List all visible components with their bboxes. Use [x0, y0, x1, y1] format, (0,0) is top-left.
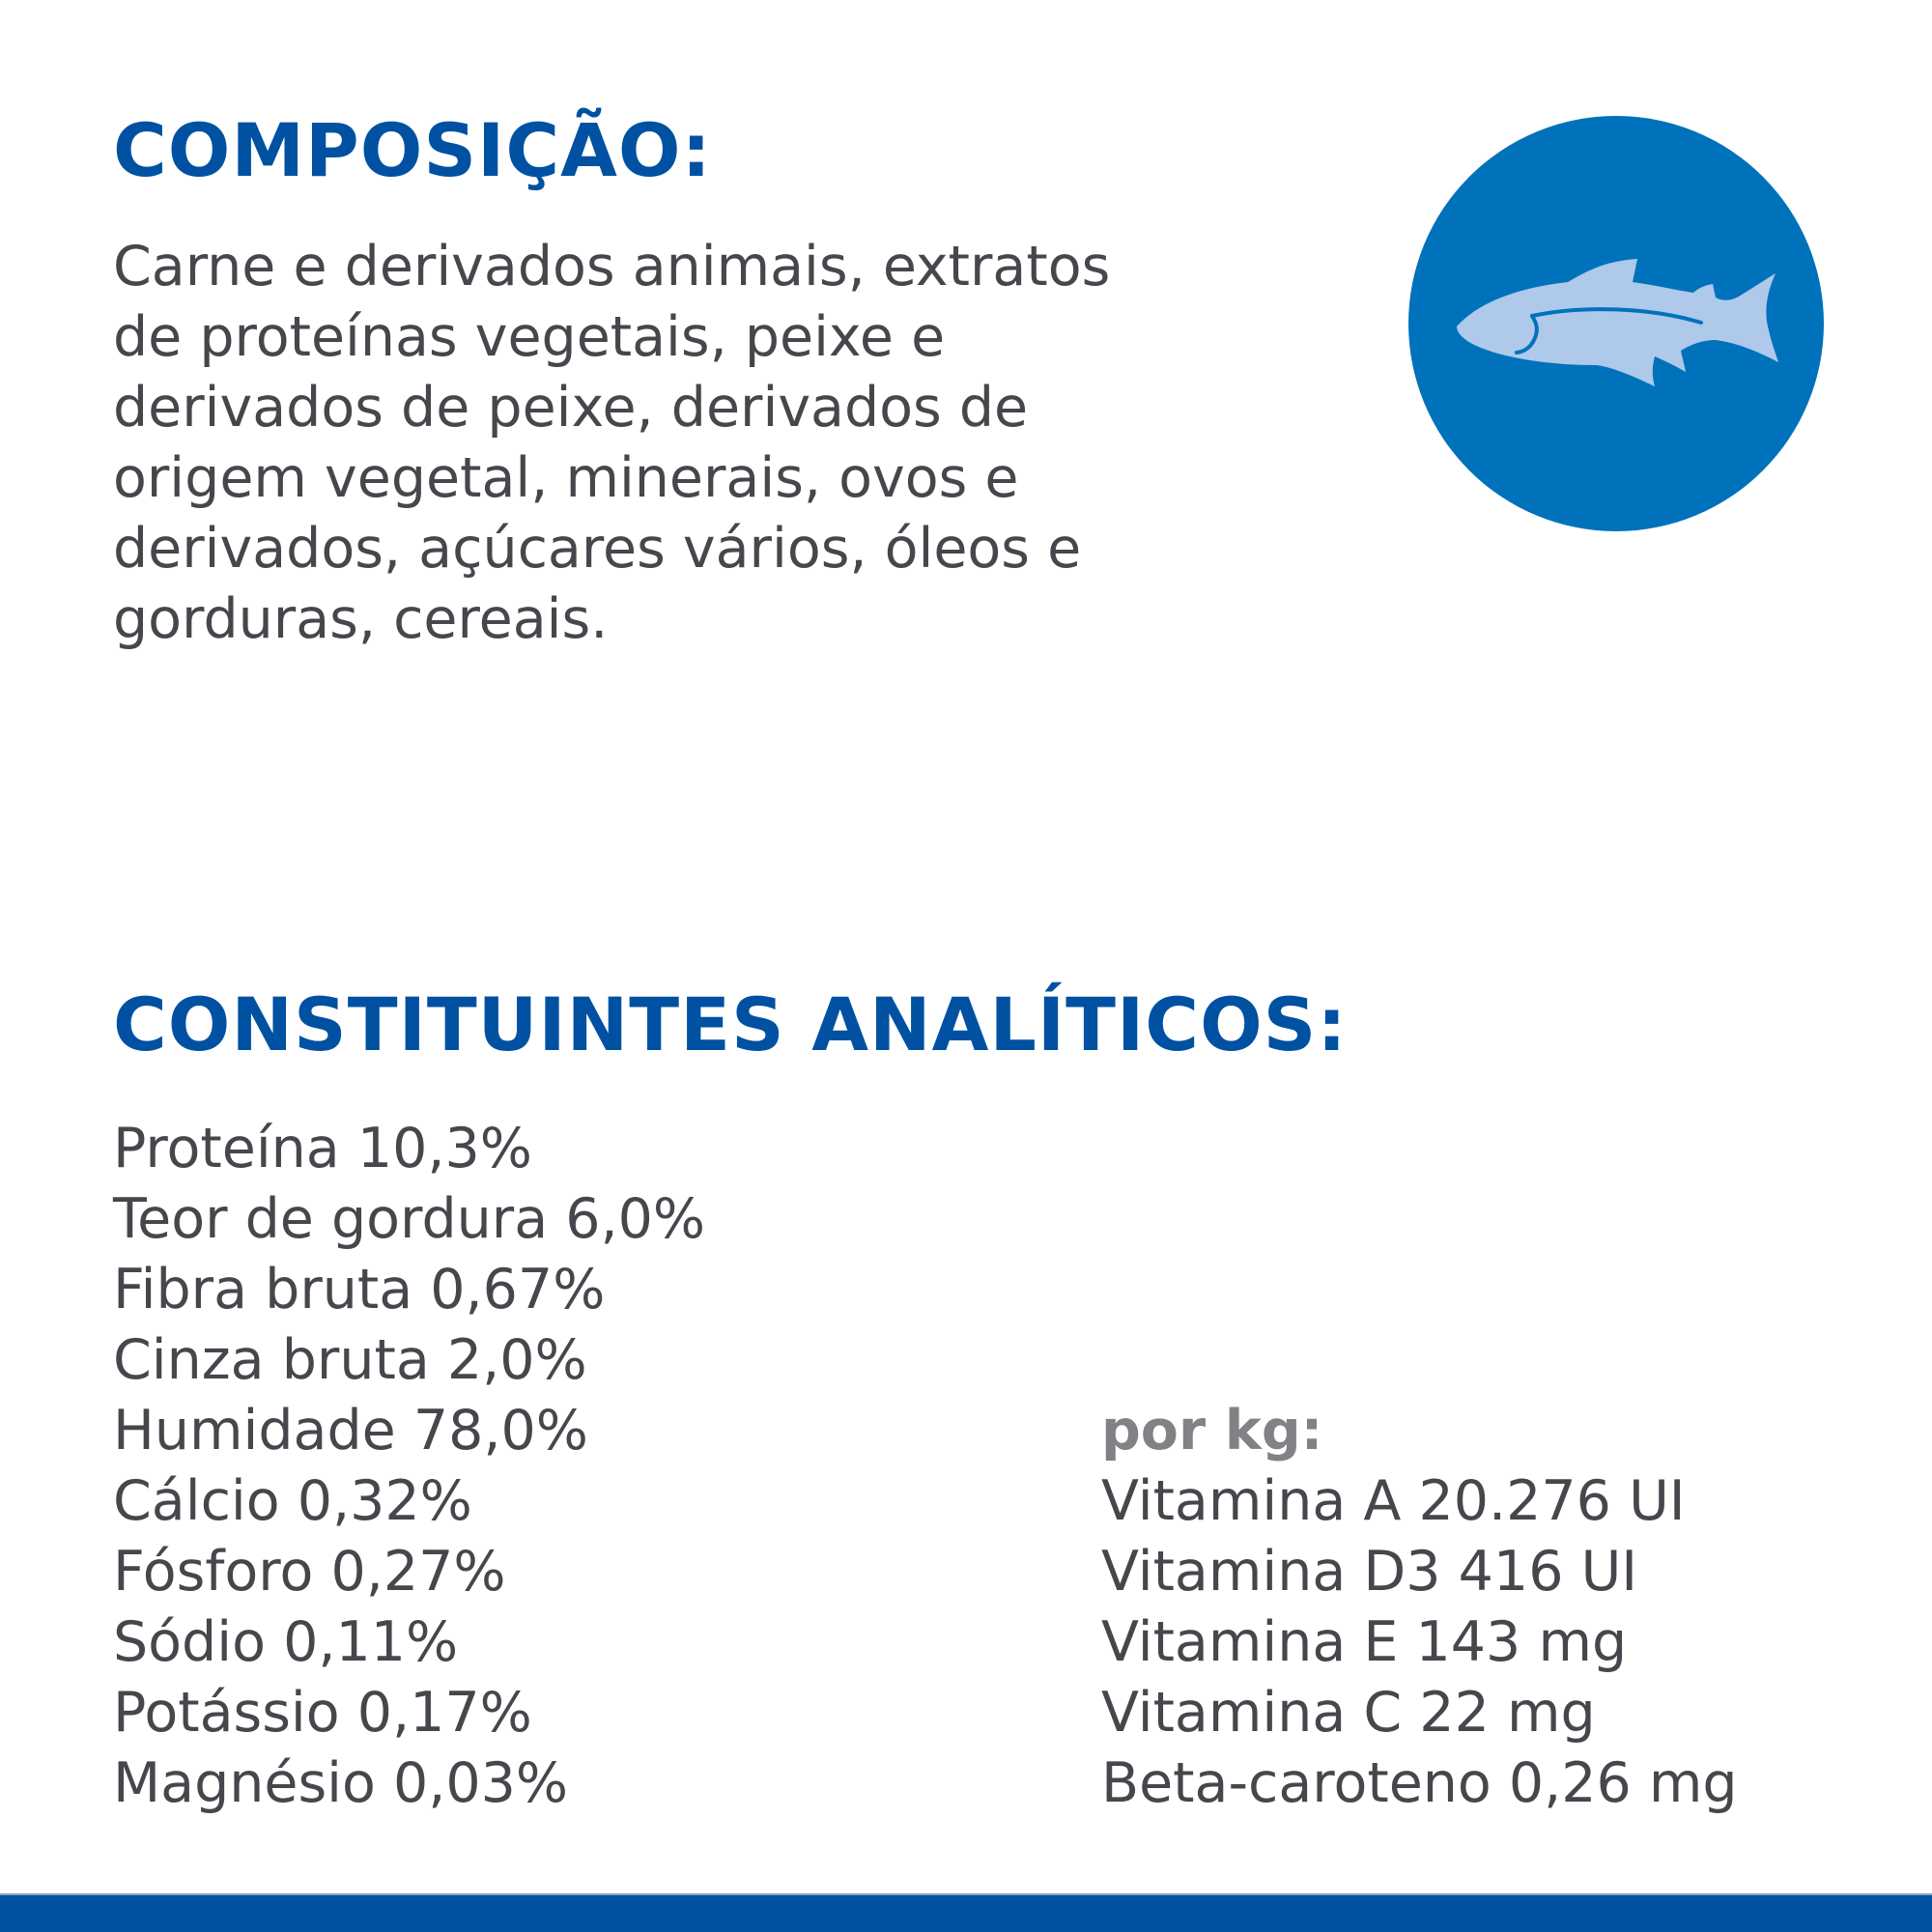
list-item: Vitamina E 143 mg	[1101, 1610, 1628, 1674]
list-item: Potássio 0,17%	[113, 1681, 532, 1745]
fish-icon	[1457, 259, 1778, 386]
list-item: Teor de gordura 6,0%	[113, 1187, 706, 1251]
list-item: Vitamina D3 416 UI	[1101, 1540, 1638, 1604]
composition-text: Carne e derivados animais, extratos de p…	[113, 232, 1369, 655]
list-item: Sódio 0,11%	[113, 1610, 459, 1674]
composition-line: derivados, açúcares vários, óleos e	[113, 517, 1082, 581]
composition-heading: COMPOSIÇÃO:	[113, 107, 712, 193]
list-item: Humidade 78,0%	[113, 1399, 588, 1463]
list-item: Cinza bruta 2,0%	[113, 1328, 587, 1392]
fish-badge	[1408, 116, 1824, 531]
list-item: Fósforo 0,27%	[113, 1540, 506, 1604]
analytical-constituents-heading: CONSTITUINTES ANALÍTICOS:	[113, 981, 1348, 1067]
list-item: Cálcio 0,32%	[113, 1469, 472, 1533]
composition-line: Carne e derivados animais, extratos	[113, 235, 1111, 298]
composition-line: derivados de peixe, derivados de	[113, 376, 1029, 440]
list-item: Fibra bruta 0,67%	[113, 1258, 606, 1321]
composition-line: origem vegetal, minerais, ovos e	[113, 446, 1019, 510]
bottom-accent-bar	[0, 1893, 1932, 1932]
list-item: Proteína 10,3%	[113, 1117, 532, 1180]
list-item: Magnésio 0,03%	[113, 1751, 569, 1815]
per-kg-label: por kg:	[1101, 1399, 1323, 1463]
vitamins-list: Vitamina A 20.276 UI Vitamina D3 416 UI …	[1101, 1466, 1738, 1819]
list-item: Vitamina A 20.276 UI	[1101, 1469, 1686, 1533]
composition-line: de proteínas vegetais, peixe e	[113, 305, 946, 369]
composition-line: gorduras, cereais.	[113, 587, 609, 651]
list-item: Vitamina C 22 mg	[1101, 1681, 1596, 1745]
per-kg-vitamins-block: por kg: Vitamina A 20.276 UI Vitamina D3…	[1101, 1396, 1738, 1819]
analytical-constituents-list: Proteína 10,3% Teor de gordura 6,0% Fibr…	[113, 1114, 705, 1819]
list-item: Beta-caroteno 0,26 mg	[1101, 1751, 1738, 1815]
